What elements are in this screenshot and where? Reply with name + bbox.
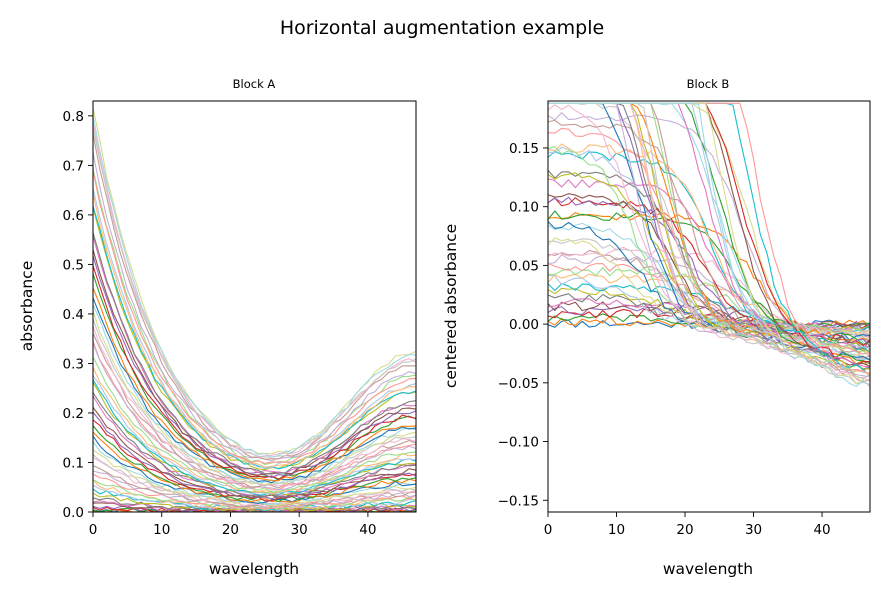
series-line (92, 265, 417, 480)
y-tick-label: −0.05 (498, 376, 539, 392)
series-line (92, 249, 417, 476)
x-tick-label: 20 (676, 522, 693, 538)
series-line (548, 102, 871, 388)
series-line (92, 435, 417, 504)
y-tick-label: 0.05 (509, 258, 539, 274)
x-tick-label: 0 (544, 522, 553, 538)
y-tick-label: 0.8 (63, 109, 84, 125)
series-line (92, 395, 417, 499)
series-line (547, 104, 871, 362)
series-line (92, 333, 417, 489)
y-tick-label: 0.4 (63, 307, 84, 323)
block-b-ylabel: centered absorbance (442, 224, 460, 388)
series-line (92, 115, 417, 458)
block-b-axes: Block B wavelength centered absorbance 0… (442, 77, 871, 578)
series-line (548, 266, 871, 336)
series-line (547, 112, 871, 359)
series-line (92, 425, 417, 503)
x-tick-label: 10 (608, 522, 625, 538)
series-line (547, 212, 871, 342)
series-line (92, 497, 417, 513)
series-line (92, 304, 417, 485)
series-line (92, 168, 417, 466)
block-b-series-layer (547, 102, 871, 388)
block-b-frame (547, 100, 871, 513)
y-tick-label: 0.10 (509, 200, 539, 216)
x-tick-label: 40 (359, 522, 376, 538)
block-a-title: Block A (233, 77, 276, 91)
series-line (92, 207, 417, 471)
series-line (92, 356, 417, 493)
series-line (92, 392, 417, 498)
series-line (547, 283, 871, 334)
x-tick-label: 10 (153, 522, 170, 538)
series-line (92, 193, 417, 468)
y-tick-label: −0.15 (498, 493, 539, 509)
series-line (92, 343, 417, 491)
y-tick-label: 0.7 (63, 158, 84, 174)
y-tick-label: 0.00 (509, 317, 539, 333)
y-tick-label: 0.1 (63, 455, 84, 471)
series-line (92, 465, 417, 508)
y-tick-label: 0.0 (63, 505, 84, 521)
series-line (547, 143, 871, 354)
series-line (92, 170, 417, 464)
y-tick-label: −0.10 (498, 435, 539, 451)
block-a-ticks: 0 10 20 30 40 0.0 0.1 0.2 0.3 0.4 0.5 0.6 0.7 0.8 (63, 109, 377, 538)
x-tick-label: 0 (89, 522, 98, 538)
x-tick-label: 30 (291, 522, 308, 538)
x-tick-label: 30 (745, 522, 762, 538)
block-b-title: Block B (687, 77, 730, 91)
block-b-ticks: 0 10 20 30 40 −0.15 −0.10 −0.05 0.00 0.05 0.10 0.15 (498, 141, 831, 538)
y-tick-label: 0.6 (63, 208, 84, 224)
series-line (92, 232, 417, 475)
series-line (92, 379, 417, 496)
block-a-series-layer (92, 107, 417, 513)
series-line (92, 126, 417, 458)
y-tick-label: 0.2 (63, 406, 84, 422)
block-a-axes: Block A wavelength absorbance 0 10 20 30 400… (18, 77, 417, 578)
block-a-frame (92, 100, 417, 513)
series-line (92, 411, 417, 500)
series-line (547, 196, 871, 347)
series-line (547, 237, 871, 343)
block-b-xlabel: wavelength (663, 560, 753, 578)
series-line (92, 235, 417, 474)
series-line (92, 375, 417, 494)
series-line (92, 287, 417, 482)
series-line (92, 297, 417, 484)
y-tick-label: 0.3 (63, 356, 84, 372)
series-line (92, 133, 417, 460)
series-line (92, 122, 417, 458)
block-a-xlabel: wavelength (209, 560, 299, 578)
series-line (92, 440, 417, 505)
block-a-ylabel: absorbance (18, 261, 36, 352)
y-tick-label: 0.15 (509, 141, 539, 157)
y-tick-label: 0.5 (63, 257, 84, 273)
series-line (92, 473, 417, 510)
series-line (92, 188, 417, 469)
figure-title: Horizontal augmentation example (280, 17, 604, 39)
series-line (92, 310, 417, 486)
series-line (92, 457, 417, 508)
series-line (92, 406, 417, 499)
series-line (92, 367, 417, 494)
x-tick-label: 20 (222, 522, 239, 538)
x-tick-label: 40 (813, 522, 830, 538)
